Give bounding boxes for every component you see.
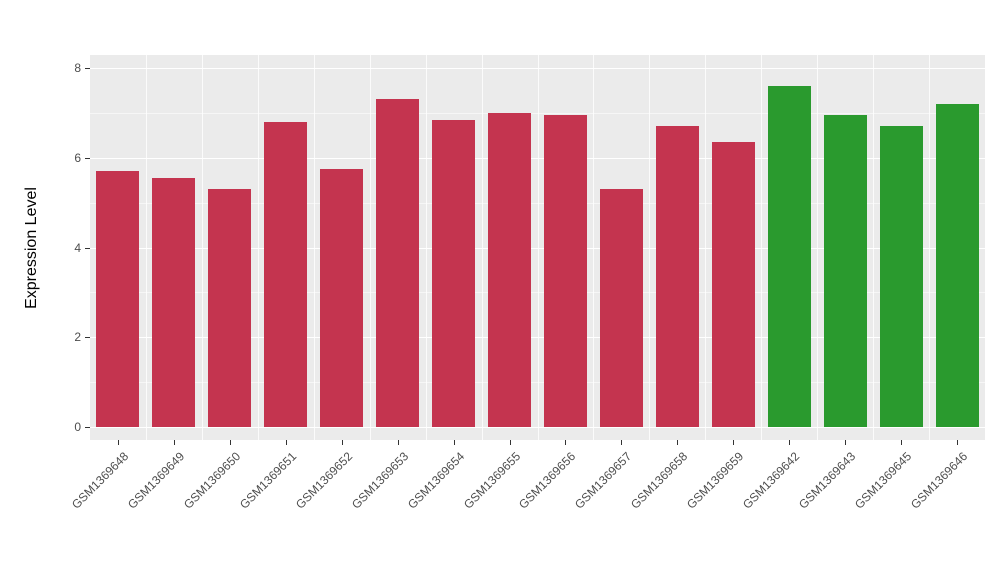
x-tick-label: GSM1369648 [68,449,132,512]
gridline-vertical [761,55,762,440]
gridline-minor-horizontal [90,382,985,383]
y-tick-label: 4 [74,241,81,255]
y-tick-mark [85,248,90,249]
x-tick-label: GSM1369657 [571,449,635,512]
x-tick-label: GSM1369652 [292,449,356,512]
x-tick-label: GSM1369654 [404,449,468,512]
bar-GSM1369653 [376,99,419,427]
bar-GSM1369659 [712,142,755,427]
y-tick-label: 6 [74,151,81,165]
x-tick-mark [789,440,790,445]
gridline-vertical [258,55,259,440]
x-tick-mark [342,440,343,445]
bar-GSM1369642 [768,86,811,427]
x-tick-mark [733,440,734,445]
gridline-minor-horizontal [90,292,985,293]
gridline-vertical [649,55,650,440]
gridline-major-horizontal [90,158,985,159]
y-tick-mark [85,337,90,338]
gridline-vertical [929,55,930,440]
x-tick-mark [845,440,846,445]
gridline-major-horizontal [90,248,985,249]
y-tick-mark [85,68,90,69]
y-tick-label: 2 [74,330,81,344]
gridline-vertical [593,55,594,440]
y-tick-mark [85,158,90,159]
bar-GSM1369648 [96,171,139,427]
x-tick-label: GSM1369649 [124,449,188,512]
bar-GSM1369650 [208,189,251,427]
x-tick-label: GSM1369642 [739,449,803,512]
x-tick-mark [565,440,566,445]
x-tick-mark [174,440,175,445]
gridline-vertical [482,55,483,440]
x-tick-mark [118,440,119,445]
bar-GSM1369643 [824,115,867,427]
gridline-minor-horizontal [90,113,985,114]
gridline-vertical [705,55,706,440]
x-tick-mark [901,440,902,445]
x-tick-label: GSM1369645 [851,449,915,512]
bar-GSM1369645 [880,126,923,427]
gridline-vertical [873,55,874,440]
gridline-major-horizontal [90,427,985,428]
bar-GSM1369655 [488,113,531,427]
bar-GSM1369657 [600,189,643,427]
gridline-vertical [370,55,371,440]
plot-panel [90,55,985,440]
gridline-major-horizontal [90,337,985,338]
bar-GSM1369651 [264,122,307,427]
gridline-vertical [202,55,203,440]
y-tick-mark [85,427,90,428]
x-tick-label: GSM1369659 [683,449,747,512]
bar-GSM1369649 [152,178,195,427]
gridline-vertical [314,55,315,440]
bar-GSM1369646 [936,104,979,427]
x-tick-mark [621,440,622,445]
y-tick-label: 0 [74,420,81,434]
x-tick-mark [230,440,231,445]
x-tick-label: GSM1369658 [627,449,691,512]
gridline-vertical [817,55,818,440]
bar-GSM1369656 [544,115,587,427]
gridline-vertical [426,55,427,440]
bar-GSM1369658 [656,126,699,427]
bar-GSM1369654 [432,120,475,427]
x-tick-mark [510,440,511,445]
x-tick-label: GSM1369643 [795,449,859,512]
x-tick-label: GSM1369653 [348,449,412,512]
bar-GSM1369652 [320,169,363,427]
y-tick-label: 8 [74,61,81,75]
gridline-vertical [538,55,539,440]
x-tick-mark [286,440,287,445]
y-axis-title: Expression Level [23,187,40,309]
gridline-major-horizontal [90,68,985,69]
x-tick-label: GSM1369655 [460,449,524,512]
x-tick-label: GSM1369646 [907,449,971,512]
x-tick-mark [454,440,455,445]
x-tick-label: GSM1369651 [236,449,300,512]
x-tick-mark [677,440,678,445]
gridline-vertical [146,55,147,440]
x-tick-mark [957,440,958,445]
gridline-minor-horizontal [90,203,985,204]
x-tick-mark [398,440,399,445]
x-tick-label: GSM1369650 [180,449,244,512]
x-tick-label: GSM1369656 [515,449,579,512]
